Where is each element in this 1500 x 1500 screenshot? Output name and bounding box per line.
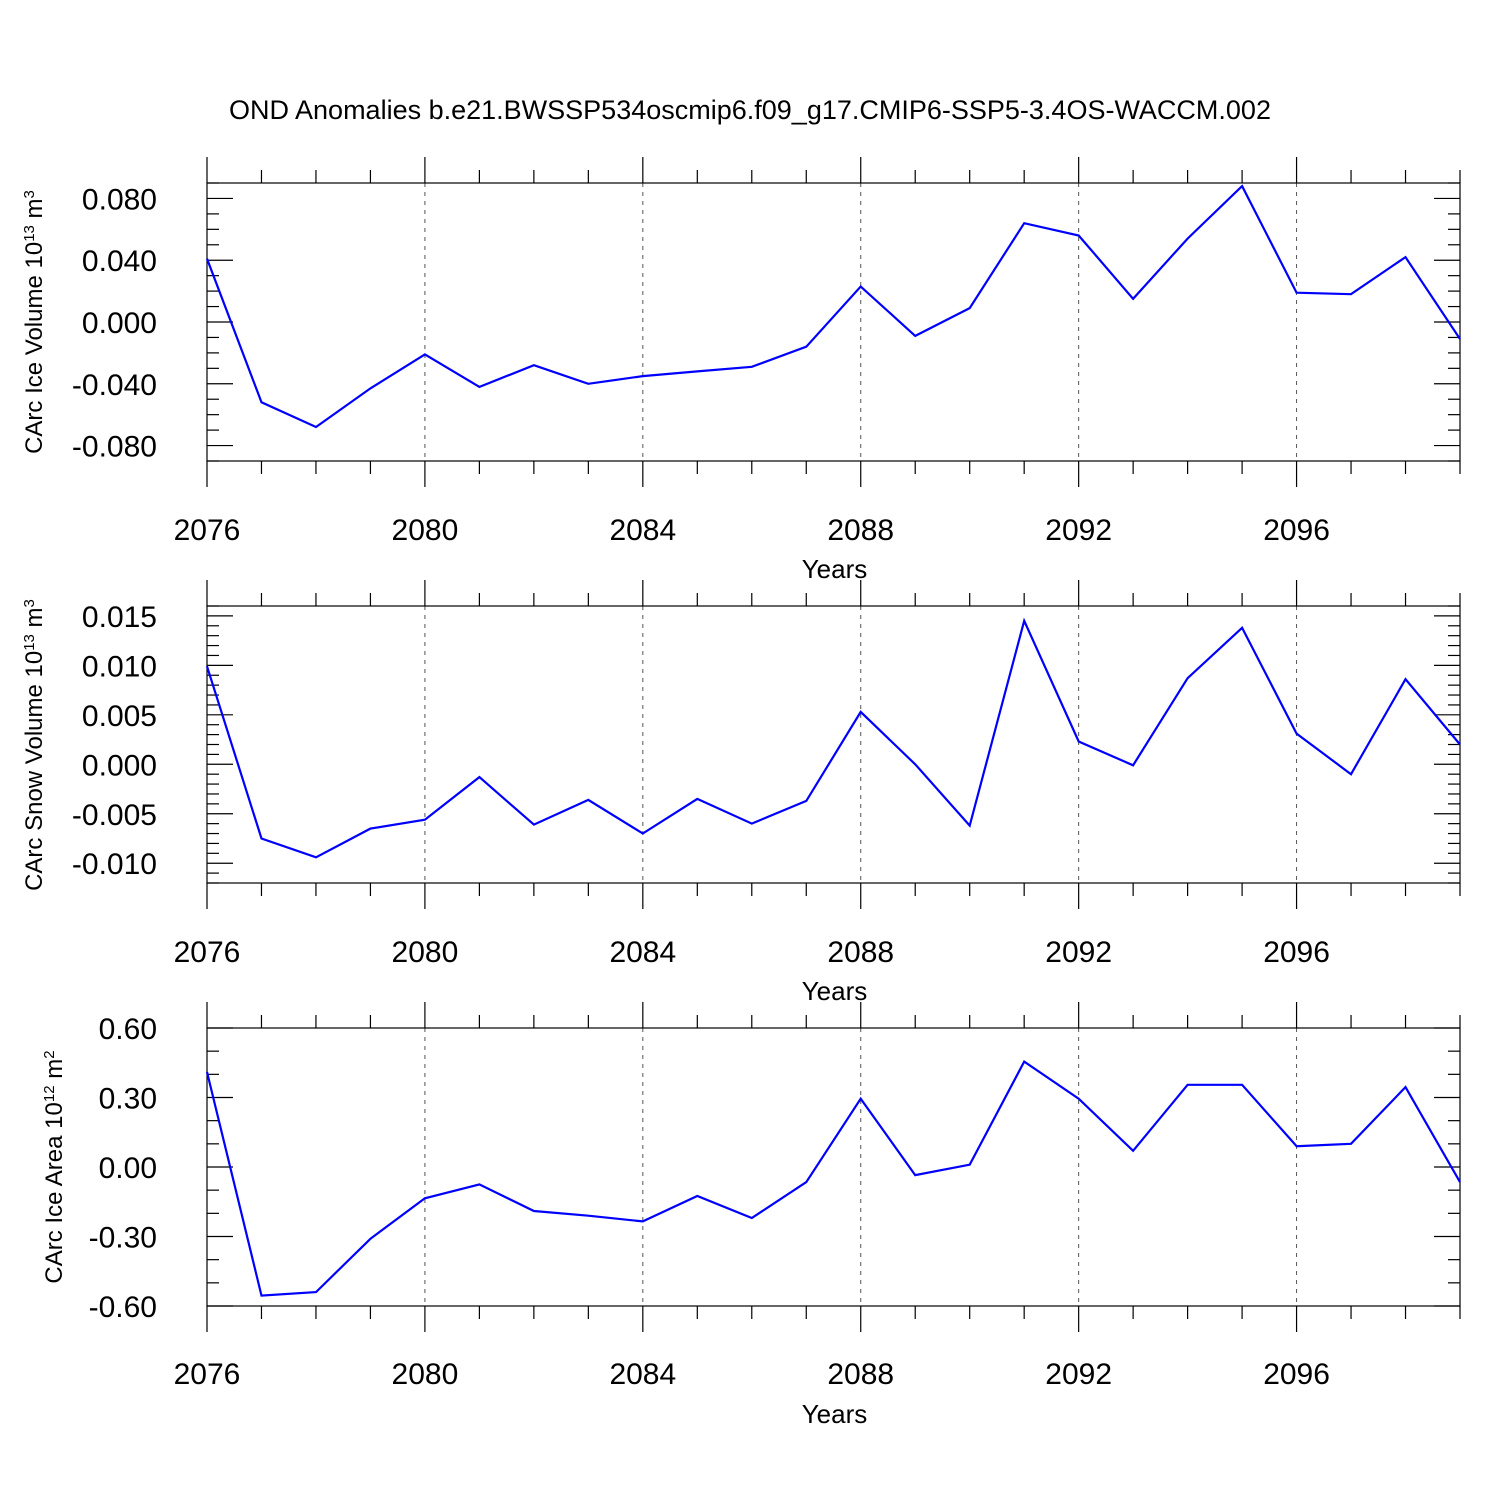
y-tick-label: 0.000 <box>82 307 157 340</box>
x-tick-label: 2088 <box>827 936 894 969</box>
y-axis-label: CArc Ice Area 1012 m2 <box>41 1050 69 1283</box>
x-tick-label: 2092 <box>1045 514 1112 547</box>
x-tick-label: 2076 <box>174 514 241 547</box>
x-axis-label: Years <box>802 1399 868 1429</box>
chart-panel-3: -0.60 -0.30 0.00 0.30 0.60 2076 2080 2084 2088 20… <box>41 1002 1461 1429</box>
y-axis-label-main: CArc Ice Volume 10 <box>21 242 48 454</box>
y-tick-label: -0.30 <box>89 1222 157 1255</box>
chart-panel-2: -0.010 -0.005 0.000 0.005 0.010 0.015 2076 2080… <box>21 580 1461 1006</box>
x-tick-label: 2088 <box>827 514 894 547</box>
y-tick-label: 0.040 <box>82 245 157 278</box>
x-axis-label: Years <box>802 554 868 584</box>
y-tick-label: -0.010 <box>72 848 157 881</box>
y-tick-label: 0.005 <box>82 700 157 733</box>
y-axis-label: CArc Ice Volume 1013 m3 <box>21 190 49 454</box>
y-axis-label-unit-exponent: 2 <box>41 1050 58 1058</box>
x-tick-label: 2080 <box>392 1358 459 1391</box>
y-axis-label-main: CArc Ice Area 10 <box>41 1102 68 1283</box>
y-tick-label: 0.000 <box>82 749 157 782</box>
x-tick-label: 2080 <box>392 936 459 969</box>
y-tick-label: -0.60 <box>89 1291 157 1324</box>
y-axis-label-unit-exponent: 3 <box>21 599 38 607</box>
y-tick-label: 0.015 <box>82 601 157 634</box>
x-tick-label: 2076 <box>174 1358 241 1391</box>
series-line <box>205 1059 1461 1297</box>
y-axis-label-unit-exponent: 3 <box>21 190 38 198</box>
y-axis-label: CArc Snow Volume 1013 m3 <box>21 599 49 891</box>
x-tick-label: 2092 <box>1045 936 1112 969</box>
y-tick-label: 0.00 <box>99 1152 157 1185</box>
y-axis-label-main: CArc Snow Volume 10 <box>21 651 48 891</box>
y-tick-label: 0.010 <box>82 650 157 683</box>
x-tick-label: 2096 <box>1263 514 1330 547</box>
y-tick-label: 0.60 <box>99 1013 157 1046</box>
x-tick-label: 2080 <box>392 514 459 547</box>
chart-panel-1: -0.080 -0.040 0.000 0.040 0.080 2076 2080 2084 2… <box>21 157 1461 584</box>
y-tick-label: -0.040 <box>72 369 157 402</box>
x-tick-label: 2096 <box>1263 1358 1330 1391</box>
y-axis-label-exponent: 13 <box>21 225 38 242</box>
y-tick-label: 0.080 <box>82 183 157 216</box>
x-tick-label: 2092 <box>1045 1358 1112 1391</box>
series-line <box>205 617 1461 859</box>
x-axis-label: Years <box>802 976 868 1006</box>
x-tick-label: 2088 <box>827 1358 894 1391</box>
y-tick-label: 0.30 <box>99 1083 157 1116</box>
y-axis-label-unit: m <box>21 198 48 225</box>
y-axis-label-unit: m <box>41 1059 68 1086</box>
chart-title: OND Anomalies b.e21.BWSSP534oscmip6.f09_… <box>229 95 1271 125</box>
x-tick-label: 2076 <box>174 936 241 969</box>
y-axis-label-exponent: 13 <box>21 634 38 651</box>
x-tick-label: 2084 <box>609 514 676 547</box>
x-tick-label: 2096 <box>1263 936 1330 969</box>
series-line <box>205 184 1461 429</box>
y-tick-label: -0.005 <box>72 799 157 832</box>
y-tick-label: -0.080 <box>72 431 157 464</box>
y-axis-label-exponent: 12 <box>41 1085 58 1102</box>
y-axis-label-unit: m <box>21 607 48 634</box>
x-tick-label: 2084 <box>609 936 676 969</box>
x-tick-label: 2084 <box>609 1358 676 1391</box>
